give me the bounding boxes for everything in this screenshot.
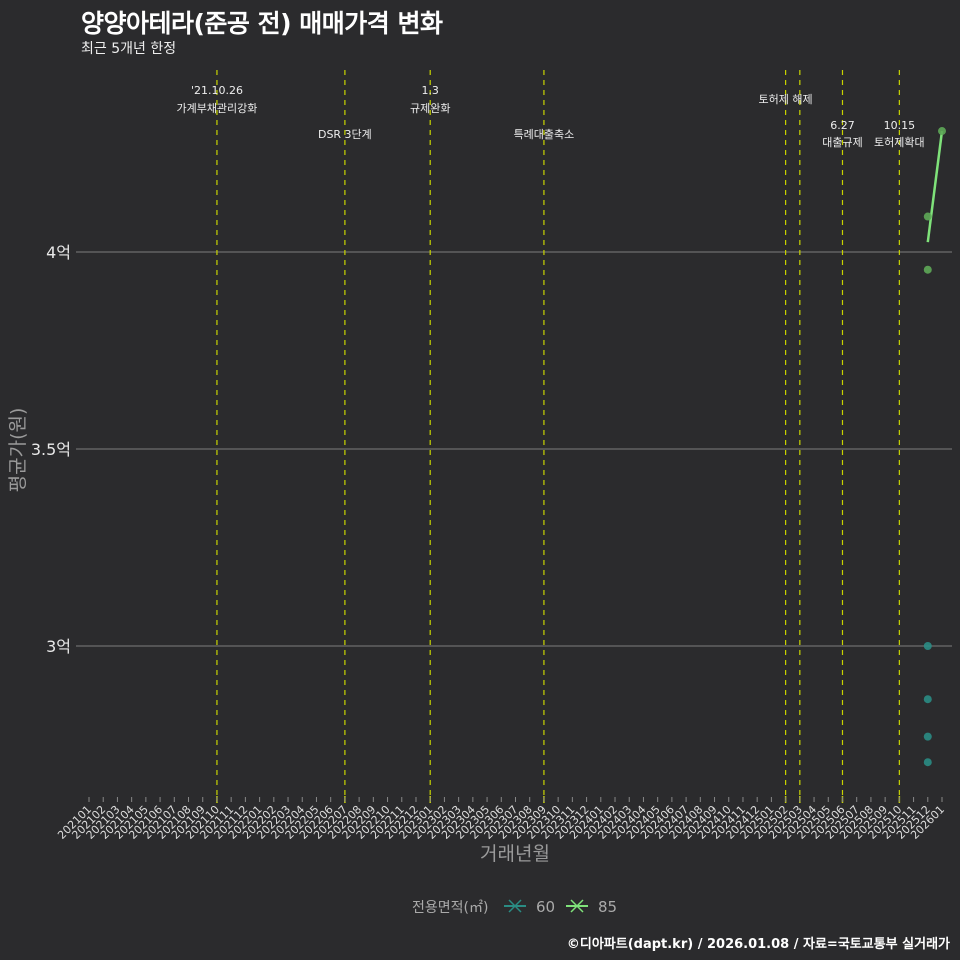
data-point-60 xyxy=(923,758,932,767)
x-axis-title: 거래년월 xyxy=(480,843,550,865)
event-label: 토허제 해제 xyxy=(759,92,813,106)
data-point-60 xyxy=(923,695,932,704)
event-label: 규제완화 xyxy=(410,102,450,115)
data-series xyxy=(923,127,946,767)
chart-title: 양양아테라(준공 전) 매매가격 변화 xyxy=(81,9,443,38)
y-tick-label: 3억 xyxy=(46,637,71,656)
data-point-85 xyxy=(923,212,932,221)
chart-subtitle: 최근 5개년 한정 xyxy=(81,41,177,57)
y-gridlines xyxy=(76,251,952,647)
mean-line-85 xyxy=(926,130,944,243)
source-credit: ©디아파트(dapt.kr) / 2026.01.08 / 자료=국토교통부 실… xyxy=(566,937,950,952)
data-point-60 xyxy=(923,732,932,741)
legend: 전용면적(㎡) 60 85 xyxy=(412,898,617,916)
data-point-85 xyxy=(923,265,932,274)
y-tick-label: 3.5억 xyxy=(31,440,71,459)
event-date-label: 6.27 xyxy=(830,119,855,132)
event-label: 특례대출축소 xyxy=(514,128,575,141)
y-axis: 3억 3.5억 4억 xyxy=(31,243,71,656)
event-label: 가계부채관리강화 xyxy=(176,102,257,115)
event-label: 대출규제 xyxy=(822,136,862,149)
data-point-60 xyxy=(923,642,932,650)
legend-label: 60 xyxy=(536,898,555,916)
y-tick-label: 4억 xyxy=(46,243,71,262)
event-label: 토허제확대 xyxy=(874,136,925,149)
data-point-85 xyxy=(938,127,946,136)
x-axis: 2021012021022021032021042021052021062021… xyxy=(55,797,947,842)
y-axis-title: 평균가(원) xyxy=(7,408,29,493)
event-date-label: '21.10.26 xyxy=(191,84,243,97)
event-label: DSR 3단계 xyxy=(318,128,372,141)
event-date-label: 1.3 xyxy=(421,84,439,97)
legend-label: 85 xyxy=(598,898,617,916)
event-date-label: 10.15 xyxy=(884,119,916,132)
legend-title: 전용면적(㎡) xyxy=(412,900,488,916)
